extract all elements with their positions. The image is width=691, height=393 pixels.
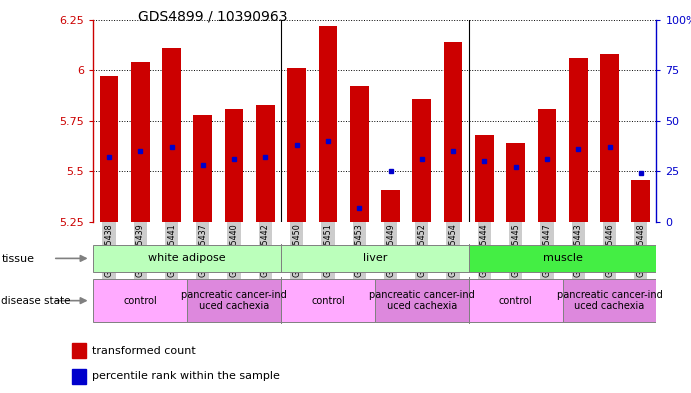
Bar [93,279,187,322]
Bar [468,279,562,322]
Bar [162,48,181,222]
Text: transformed count: transformed count [92,346,196,356]
Bar [381,190,400,222]
Bar [281,245,468,272]
Bar [72,369,86,384]
Bar [475,135,494,222]
Bar [375,279,468,322]
Bar [131,62,149,222]
Bar [93,245,281,272]
Bar [538,109,556,222]
Text: disease state: disease state [1,296,71,306]
Text: muscle: muscle [542,253,583,263]
Bar [225,109,243,222]
Bar [444,42,462,222]
Text: control: control [499,296,533,306]
Text: control: control [123,296,157,306]
Bar [600,54,619,222]
Bar [319,26,337,222]
Text: pancreatic cancer-ind
uced cachexia: pancreatic cancer-ind uced cachexia [181,290,287,311]
Bar [468,245,656,272]
Text: GDS4899 / 10390963: GDS4899 / 10390963 [138,10,287,24]
Bar [256,105,275,222]
Text: white adipose: white adipose [149,253,226,263]
Bar [413,99,431,222]
Bar [507,143,525,222]
Bar [350,86,368,222]
Bar [569,58,587,222]
Text: tissue: tissue [1,253,35,264]
Text: liver: liver [363,253,387,263]
Bar [281,279,375,322]
Text: control: control [311,296,345,306]
Bar [287,68,306,222]
Bar [632,180,650,222]
Bar [187,279,281,322]
Text: pancreatic cancer-ind
uced cachexia: pancreatic cancer-ind uced cachexia [557,290,663,311]
Bar [193,115,212,222]
Text: percentile rank within the sample: percentile rank within the sample [92,371,280,381]
Bar [100,76,118,222]
Bar [72,343,86,358]
Bar [562,279,656,322]
Text: pancreatic cancer-ind
uced cachexia: pancreatic cancer-ind uced cachexia [369,290,475,311]
